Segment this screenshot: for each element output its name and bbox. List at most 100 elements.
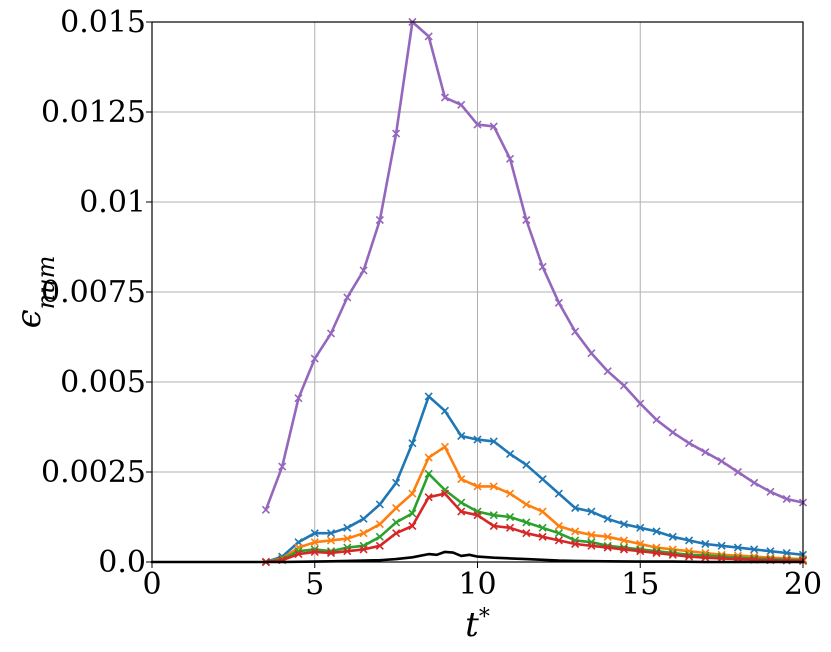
data-point [668, 428, 677, 437]
data-point [587, 530, 596, 540]
series-line-0 [264, 20, 805, 512]
data-point [392, 503, 401, 513]
data-point [522, 518, 531, 527]
data-point [733, 467, 742, 477]
data-point [619, 536, 629, 545]
data-point [408, 509, 417, 518]
data-point [392, 518, 401, 527]
data-point [554, 529, 563, 538]
y-tick-label: 0.0125 [41, 95, 146, 130]
data-point [554, 489, 563, 498]
data-point [538, 523, 547, 532]
series-2 [261, 442, 808, 567]
data-point [619, 520, 629, 529]
data-point [489, 521, 498, 531]
data-point [587, 507, 596, 516]
data-point [473, 120, 482, 129]
x-tick-label: 20 [784, 567, 822, 602]
data-point [310, 354, 319, 363]
data-point [457, 507, 466, 516]
data-point [636, 523, 645, 532]
data-point [636, 547, 645, 556]
data-point [538, 532, 547, 541]
data-point [522, 500, 531, 509]
data-point [424, 32, 433, 41]
data-point [505, 512, 515, 522]
data-point [408, 489, 417, 498]
data-point [652, 548, 661, 558]
data-point [603, 367, 612, 376]
data-point [750, 545, 759, 554]
data-point [571, 539, 580, 549]
data-point [326, 536, 336, 545]
data-point [261, 505, 270, 514]
data-point [701, 553, 710, 562]
y-tick-label: 0.0025 [41, 455, 146, 490]
data-point [294, 550, 303, 559]
data-point [359, 529, 368, 538]
y-tick-label: 0.0075 [41, 275, 146, 310]
data-point [375, 215, 384, 225]
data-point [375, 532, 384, 541]
data-point [375, 520, 384, 529]
data-point [440, 406, 450, 415]
data-point [457, 100, 466, 109]
data-point [343, 523, 352, 532]
data-point [310, 538, 319, 547]
data-point [424, 493, 433, 502]
x-tick-label: 15 [621, 567, 659, 602]
data-point [619, 545, 629, 554]
y-tick-label: 0.005 [60, 365, 146, 400]
data-point [473, 482, 482, 491]
data-point [505, 154, 515, 163]
grid-lines [151, 21, 804, 563]
data-point [571, 527, 580, 536]
data-point [359, 266, 368, 275]
data-point [440, 93, 450, 102]
data-point [636, 399, 645, 408]
data-point [587, 541, 596, 550]
data-point [294, 394, 303, 403]
data-point [359, 545, 368, 554]
x-tick-label: 10 [458, 567, 496, 602]
tick-labels: 0 5 10 15 20 0.0 0.0025 0.005 0.0075 0.01 0.0125 0.… [41, 5, 822, 602]
data-point [603, 543, 612, 552]
data-point [392, 478, 401, 487]
data-point [489, 511, 498, 520]
data-point [538, 507, 547, 516]
data-point [310, 547, 319, 556]
data-point [392, 529, 401, 538]
data-point [652, 527, 661, 536]
y-tick-label: 0.0 [98, 545, 146, 580]
data-point [668, 532, 677, 541]
data-point [392, 129, 401, 138]
data-point [505, 489, 515, 498]
data-point [424, 469, 433, 478]
data-point [326, 329, 336, 338]
y-tick-label: 0.015 [60, 5, 146, 40]
data-point [440, 489, 450, 498]
data-point [505, 449, 515, 459]
data-point [652, 415, 661, 424]
series-line-2 [264, 445, 805, 564]
data-point [668, 550, 677, 559]
data-point [489, 437, 498, 446]
data-point [457, 431, 466, 441]
data-point [571, 503, 580, 513]
data-point [554, 298, 563, 307]
x-axis-label: t* [465, 605, 490, 646]
data-point [408, 439, 417, 448]
data-point [733, 543, 742, 552]
data-point [766, 487, 775, 496]
data-point [310, 529, 319, 538]
data-point [522, 529, 531, 538]
data-point [685, 552, 694, 561]
data-point [603, 532, 612, 541]
data-point [701, 448, 710, 457]
y-axis-label: ϵnum [9, 256, 60, 329]
data-point [489, 482, 498, 491]
data-point [538, 475, 547, 484]
data-point [717, 541, 726, 550]
data-point [457, 475, 466, 484]
